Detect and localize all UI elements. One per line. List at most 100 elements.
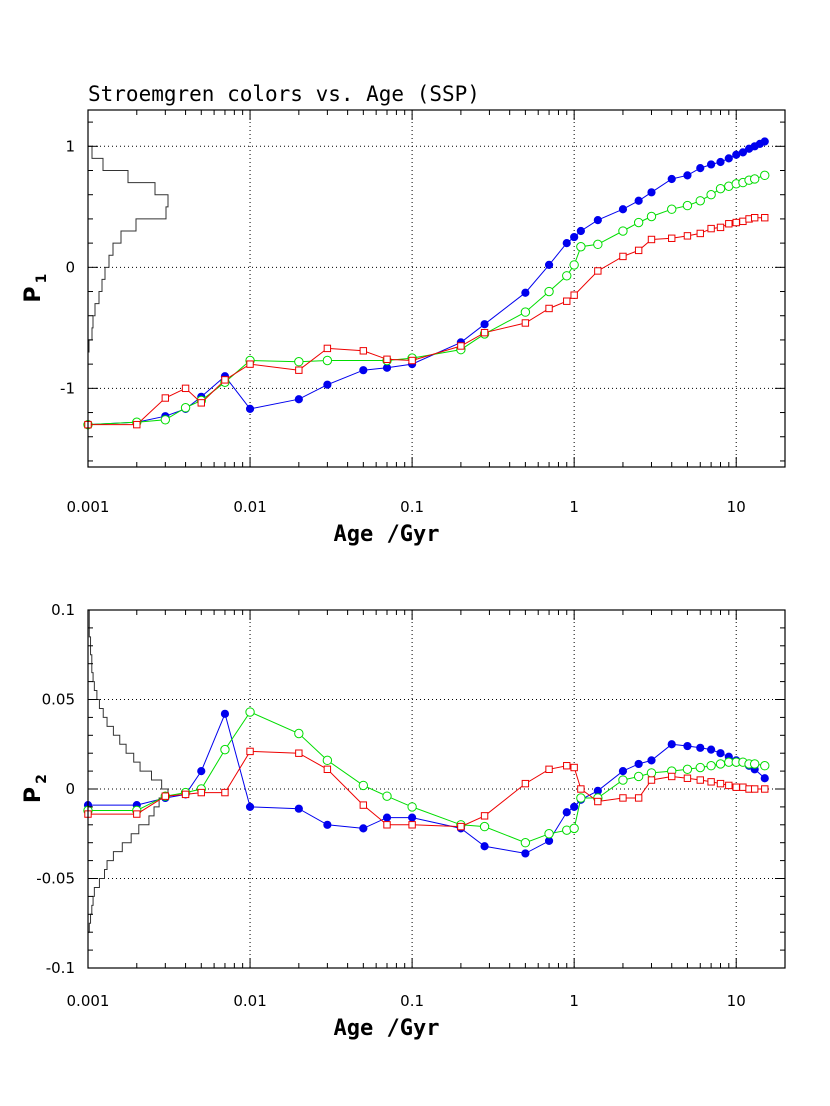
data-point-red	[181, 384, 190, 393]
data-point-red	[750, 785, 759, 793]
data-point-green	[646, 211, 657, 222]
series-line-red	[88, 217, 765, 426]
data-point-red	[133, 420, 141, 429]
series-line-blue	[87, 141, 766, 426]
series-line-green	[88, 711, 765, 844]
data-point-red	[570, 763, 578, 772]
data-point-red	[457, 822, 465, 831]
y-tick-label: 0	[65, 780, 75, 798]
data-point-blue	[667, 740, 676, 749]
data-point-red	[480, 328, 489, 337]
data-point-blue	[570, 802, 579, 812]
data-point-red	[197, 399, 205, 407]
data-point-red	[246, 747, 254, 756]
data-point-green	[245, 707, 255, 717]
data-point-blue	[382, 813, 392, 822]
data-point-red	[647, 776, 656, 784]
data-point-green	[633, 771, 644, 782]
data-point-blue	[732, 150, 741, 159]
data-point-red	[668, 234, 676, 242]
data-point-red	[221, 788, 229, 797]
data-point-green	[407, 802, 417, 812]
data-point-red	[761, 785, 769, 793]
data-point-red	[359, 801, 368, 809]
data-point-red	[739, 783, 747, 791]
x-tick-label: 1	[569, 992, 579, 1010]
data-point-red	[696, 229, 704, 238]
data-point-blue	[760, 137, 769, 146]
data-point-green	[180, 403, 191, 413]
data-point-green	[618, 775, 628, 785]
data-point-green	[646, 768, 657, 778]
data-point-red	[383, 821, 391, 829]
data-point-red	[696, 776, 704, 784]
x-tick-label: 10	[727, 992, 746, 1010]
data-point-blue	[197, 767, 206, 776]
data-point-red	[545, 765, 553, 774]
data-point-green	[562, 271, 572, 281]
data-point-red	[716, 223, 725, 232]
data-point-blue	[562, 239, 571, 248]
data-point-red	[133, 810, 141, 818]
data-point-green	[569, 260, 579, 270]
data-point-red	[457, 342, 465, 350]
y-tick-label: -0.05	[36, 870, 75, 888]
data-point-blue	[562, 808, 571, 817]
data-point-green	[706, 190, 716, 200]
data-point-green	[322, 755, 333, 766]
x-tick-label: 0.001	[67, 498, 110, 516]
y-tick-label: -1	[60, 379, 75, 397]
x-tick-label: 1	[569, 498, 579, 516]
data-point-green	[160, 415, 171, 425]
data-point-red	[739, 217, 747, 226]
data-point-red	[246, 360, 254, 368]
data-point-blue	[359, 366, 368, 375]
data-point-blue	[634, 196, 643, 205]
data-point-red	[545, 304, 553, 313]
data-point-red	[683, 232, 692, 240]
data-point-blue	[323, 380, 332, 389]
data-point-red	[480, 812, 489, 820]
data-point-blue	[696, 163, 705, 173]
data-point-blue	[618, 205, 628, 214]
data-point-green	[715, 759, 726, 769]
data-point-blue	[294, 395, 303, 404]
data-point-green	[633, 217, 644, 228]
y-axis-title: P2	[21, 774, 50, 803]
data-point-blue	[521, 849, 530, 858]
data-point-blue	[647, 188, 656, 197]
data-point-red	[619, 252, 627, 261]
data-point-red	[221, 376, 229, 384]
data-point-red	[683, 774, 692, 782]
data-point-red	[750, 214, 759, 222]
data-point-green	[706, 761, 716, 771]
data-point-green	[695, 762, 705, 773]
data-point-red	[295, 366, 303, 374]
data-point-red	[732, 783, 740, 791]
data-point-green	[760, 170, 770, 181]
data-point-green	[544, 829, 554, 839]
data-point-red	[594, 267, 602, 275]
data-point-green	[520, 838, 531, 848]
data-point-red	[161, 792, 170, 800]
data-point-blue	[683, 741, 692, 751]
series-line-green	[87, 174, 765, 426]
data-point-red	[323, 765, 332, 774]
data-point-blue	[647, 756, 656, 765]
data-point-red	[668, 772, 676, 781]
data-point-blue	[738, 148, 748, 157]
data-point-red	[521, 319, 530, 327]
data-point-green	[520, 307, 531, 317]
y-axis-title: P1	[21, 274, 50, 303]
x-tick-label: 0.1	[400, 992, 424, 1010]
x-axis-title: Age /Gyr	[334, 522, 440, 547]
data-point-green	[760, 761, 770, 771]
data-point-red	[577, 785, 585, 793]
data-point-red	[359, 347, 368, 355]
data-point-red	[732, 218, 740, 227]
data-point-green	[667, 204, 677, 214]
data-point-red	[521, 779, 530, 788]
data-point-red	[181, 790, 190, 799]
x-tick-label: 0.1	[400, 498, 424, 516]
